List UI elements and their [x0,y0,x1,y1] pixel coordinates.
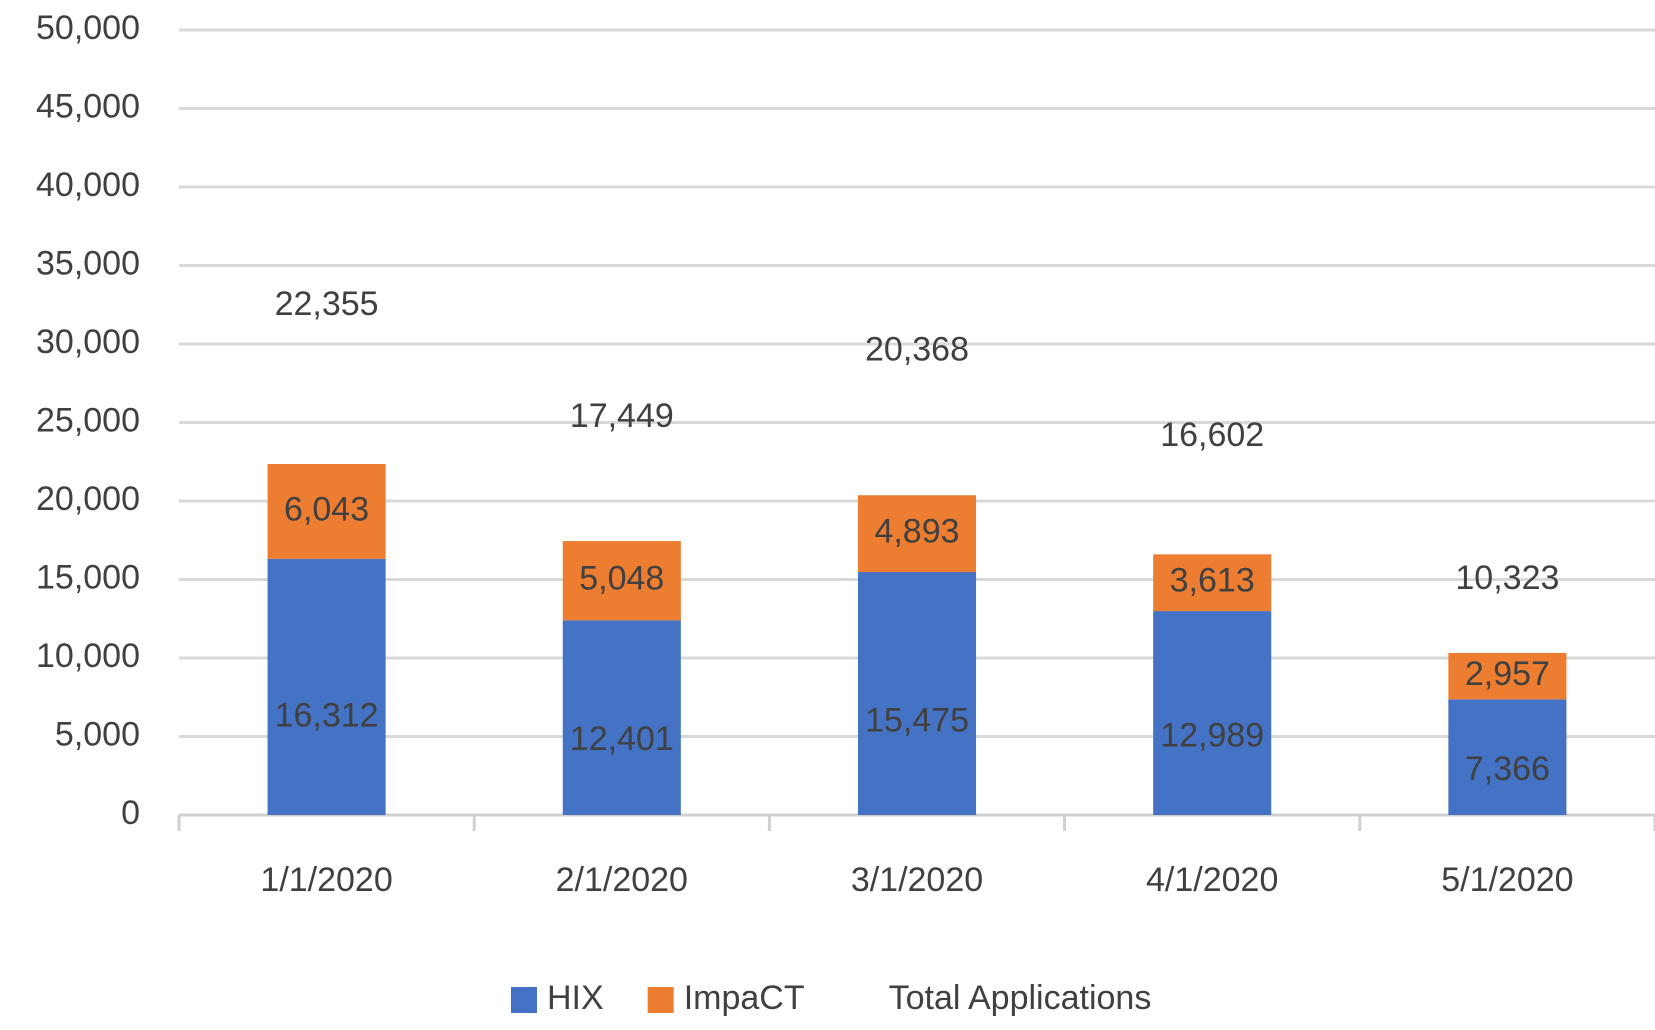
y-tick-label: 5,000 [55,715,140,753]
legend-label: Total Applications [889,979,1152,1017]
y-tick-label: 15,000 [36,558,140,596]
legend-label: ImpaCT [684,979,805,1017]
x-tick-label: 4/1/2020 [1146,861,1278,899]
bar-segment [857,572,977,815]
x-tick-label: 2/1/2020 [556,861,688,899]
total-label: 10,323 [1455,559,1559,597]
bar-segment [267,558,386,815]
x-tick-label: 1/1/2020 [260,861,392,899]
legend-label: HIX [547,979,604,1017]
y-tick-label: 45,000 [36,87,140,125]
data-label: 2,957 [1465,655,1550,693]
total-label: 16,602 [1160,416,1264,454]
total-label: 20,368 [865,330,969,368]
y-tick-label: 10,000 [36,637,140,675]
bar-segment [562,541,681,621]
bar-segment [1153,554,1272,612]
y-tick-label: 35,000 [36,244,140,282]
y-tick-label: 30,000 [36,323,140,361]
x-tick-label: 5/1/2020 [1441,861,1573,899]
total-label: 17,449 [570,397,674,435]
data-label: 12,989 [1160,716,1264,754]
total-label: 22,355 [275,285,379,323]
data-label: 4,893 [874,513,959,551]
bar-segment [1448,652,1567,700]
bar-segment [1153,611,1272,815]
y-tick-label: 50,000 [36,9,140,47]
y-tick-label: 0 [121,794,140,832]
y-tick-label: 25,000 [36,401,140,439]
x-tick-label: 3/1/2020 [851,861,983,899]
data-label: 6,043 [284,490,369,528]
data-label: 16,312 [275,697,379,735]
data-label: 15,475 [865,702,969,740]
y-tick-label: 40,000 [36,166,140,204]
bar-segment [562,620,681,815]
legend-swatch [511,987,537,1013]
data-label: 5,048 [579,560,664,598]
data-label: 7,366 [1465,750,1550,788]
bar-segment [1448,699,1567,815]
legend-swatch [647,987,674,1013]
data-label: 3,613 [1170,562,1255,600]
data-label: 12,401 [570,720,674,758]
bar-segment [857,495,977,573]
y-tick-label: 20,000 [36,480,140,518]
bar-segment [267,464,386,559]
